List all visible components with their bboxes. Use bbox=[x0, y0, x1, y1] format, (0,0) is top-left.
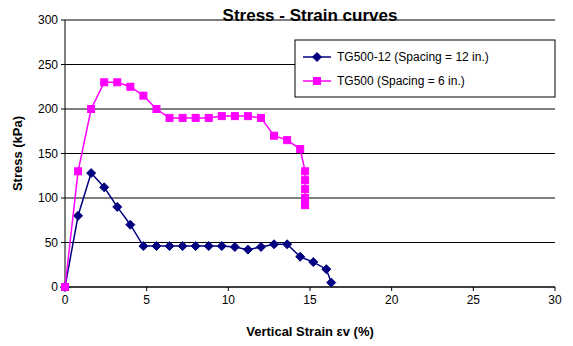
tick-label: 10 bbox=[222, 293, 236, 307]
data-point bbox=[152, 242, 161, 251]
data-point bbox=[114, 79, 121, 86]
data-point bbox=[257, 242, 266, 251]
series-line bbox=[65, 173, 331, 287]
chart: Stress - Strain curves050100150200250300… bbox=[0, 0, 573, 346]
data-point bbox=[302, 202, 309, 209]
data-point bbox=[243, 245, 252, 254]
grid-line bbox=[65, 242, 555, 243]
data-point bbox=[205, 114, 212, 121]
y-axis bbox=[65, 20, 66, 287]
tick bbox=[61, 153, 65, 154]
data-point bbox=[191, 242, 200, 251]
plot-area bbox=[61, 79, 336, 292]
data-point bbox=[101, 79, 108, 86]
data-point bbox=[297, 146, 304, 153]
x-axis-label: Vertical Strain εv (%) bbox=[246, 324, 374, 339]
data-point bbox=[302, 168, 309, 175]
data-point bbox=[179, 114, 186, 121]
data-point bbox=[126, 220, 135, 229]
data-point bbox=[302, 177, 309, 184]
tick-label: 150 bbox=[38, 147, 58, 161]
y-axis-label: Stress (kPa) bbox=[10, 116, 25, 191]
data-point bbox=[61, 283, 70, 292]
data-point bbox=[87, 169, 96, 178]
tick bbox=[61, 109, 65, 110]
data-point bbox=[113, 202, 122, 211]
tick-label: 20 bbox=[385, 293, 399, 307]
tick-label: 5 bbox=[143, 293, 150, 307]
tick-label: 300 bbox=[38, 13, 58, 27]
data-point bbox=[230, 242, 239, 251]
tick-label: 100 bbox=[38, 191, 58, 205]
data-point bbox=[283, 240, 292, 249]
tick bbox=[391, 287, 392, 291]
legend-marker bbox=[313, 53, 322, 62]
data-point bbox=[75, 168, 82, 175]
data-point bbox=[302, 195, 309, 202]
tick bbox=[61, 242, 65, 243]
data-point bbox=[218, 113, 225, 120]
data-point bbox=[244, 113, 251, 120]
data-point bbox=[284, 137, 291, 144]
tick bbox=[473, 287, 474, 291]
data-point bbox=[178, 242, 187, 251]
data-point bbox=[127, 83, 134, 90]
legend-marker bbox=[314, 78, 321, 85]
tick-label: 250 bbox=[38, 58, 58, 72]
data-point bbox=[322, 265, 331, 274]
data-point bbox=[165, 242, 174, 251]
data-point bbox=[140, 92, 147, 99]
tick bbox=[146, 287, 147, 291]
data-point bbox=[153, 106, 160, 113]
data-point bbox=[192, 114, 199, 121]
title: Stress - Strain curves bbox=[223, 6, 398, 25]
tick bbox=[555, 287, 556, 291]
tick bbox=[310, 287, 311, 291]
tick-label: 25 bbox=[467, 293, 481, 307]
legend bbox=[295, 40, 555, 97]
data-point bbox=[217, 242, 226, 251]
grid-line bbox=[65, 20, 555, 21]
series-line bbox=[65, 82, 305, 287]
grid-line bbox=[65, 287, 555, 288]
data-point bbox=[271, 132, 278, 139]
data-point bbox=[270, 240, 279, 249]
data-point bbox=[166, 114, 173, 121]
tick bbox=[61, 20, 65, 21]
grid-line bbox=[65, 153, 555, 154]
x-axis bbox=[65, 287, 555, 288]
tick-label: 0 bbox=[62, 293, 69, 307]
tick bbox=[61, 64, 65, 65]
tick bbox=[61, 198, 65, 199]
data-point bbox=[327, 278, 336, 287]
tick-label: 15 bbox=[303, 293, 317, 307]
data-point bbox=[74, 211, 83, 220]
legend-label: TG500-12 (Spacing = 12 in.) bbox=[337, 50, 489, 64]
data-point bbox=[309, 258, 318, 267]
grid-line bbox=[65, 198, 555, 199]
data-point bbox=[62, 284, 69, 291]
data-point bbox=[231, 113, 238, 120]
tick bbox=[228, 287, 229, 291]
data-point bbox=[139, 242, 148, 251]
tick-label: 30 bbox=[548, 293, 562, 307]
data-point bbox=[258, 114, 265, 121]
data-point bbox=[302, 186, 309, 193]
data-point bbox=[88, 106, 95, 113]
tick-label: 200 bbox=[38, 102, 58, 116]
data-point bbox=[296, 252, 305, 261]
tick-label: 0 bbox=[51, 280, 58, 294]
data-point bbox=[100, 183, 109, 192]
data-point bbox=[204, 242, 213, 251]
tick-label: 50 bbox=[45, 236, 59, 250]
legend-label: TG500 (Spacing = 6 in.) bbox=[337, 74, 465, 88]
grid-line bbox=[65, 109, 555, 110]
